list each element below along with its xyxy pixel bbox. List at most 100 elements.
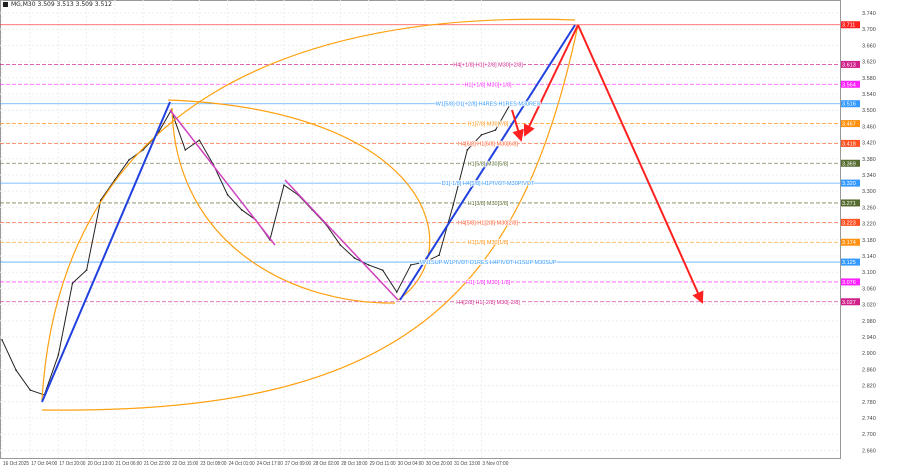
level-label: H1[5/8] M30[5/8] bbox=[468, 161, 509, 167]
level-price-tag bbox=[841, 238, 860, 246]
price-point bbox=[438, 254, 440, 256]
y-tick-label: 3.740 bbox=[862, 11, 876, 17]
y-tick-label: 3.380 bbox=[862, 157, 876, 163]
level-price-text: 3.369 bbox=[842, 161, 856, 167]
trend-line-down bbox=[284, 179, 399, 301]
y-tick-label: 2.700 bbox=[862, 432, 876, 438]
level-price-text: 3.076 bbox=[842, 280, 856, 286]
y-tick-label: 2.900 bbox=[862, 351, 876, 357]
x-tick-label: 23 Oct 08:00 bbox=[200, 461, 226, 467]
price-point bbox=[128, 159, 130, 161]
y-tick-label: 3.140 bbox=[862, 254, 876, 260]
level-price-tag bbox=[841, 298, 860, 306]
price-point bbox=[29, 389, 32, 391]
price-point bbox=[15, 369, 17, 372]
y-tick-label: 2.780 bbox=[862, 400, 876, 406]
x-tick-label: 20 Oct 13:00 bbox=[88, 461, 114, 467]
price-point bbox=[71, 282, 74, 284]
y-tick-label: 3.060 bbox=[862, 286, 876, 292]
price-point bbox=[184, 149, 187, 151]
y-tick-label: 3.540 bbox=[862, 92, 876, 98]
y-tick-label: 2.660 bbox=[862, 448, 876, 454]
level-price-text: 3.174 bbox=[842, 240, 856, 246]
x-tick-label: 24 Oct 17:00 bbox=[257, 461, 283, 467]
level-price-text: 3.711 bbox=[842, 23, 855, 29]
level-label: H4[6/8] H1[6/8] M30[6/8] bbox=[458, 141, 518, 147]
level-label: H4[2/8] H1[-2/8] M30[-2/8] bbox=[456, 300, 520, 306]
level-price-tag bbox=[841, 60, 860, 68]
x-tick-label: 16 Oct 2025 bbox=[3, 461, 29, 467]
x-tick-label: 30 Oct 04:00 bbox=[398, 461, 424, 467]
y-tick-label: 3.620 bbox=[862, 60, 876, 66]
price-point bbox=[452, 204, 455, 206]
y-tick-label: 3.660 bbox=[862, 43, 876, 49]
level-label: MN1SUP W1PIVOT D1RES H4PIVOT H1SUP M30SU… bbox=[419, 260, 556, 266]
price-point bbox=[396, 291, 398, 293]
ohlc-readout: 3.509 3.513 3.509 3.512 bbox=[37, 1, 112, 8]
y-tick-label: 3.500 bbox=[862, 108, 876, 114]
price-point bbox=[508, 104, 511, 107]
level-price-text: 3.271 bbox=[842, 201, 856, 207]
y-tick-label: 3.100 bbox=[862, 270, 876, 276]
level-price-text: 3.564 bbox=[842, 82, 856, 88]
level-price-text: 3.027 bbox=[842, 300, 856, 306]
plot-area bbox=[0, 0, 841, 459]
level-label: H1[+1/8] M30[+1/8] bbox=[464, 82, 512, 88]
forecast-arrow bbox=[577, 24, 704, 304]
price-point bbox=[1, 339, 3, 341]
price-point bbox=[353, 257, 356, 259]
grid-layer bbox=[0, 0, 841, 459]
y-tick-label: 3.020 bbox=[862, 303, 876, 309]
x-tick-label: 24 Oct 01:00 bbox=[229, 461, 255, 467]
y-tick-label: 2.940 bbox=[862, 335, 876, 341]
level-label: D1[-1/8] H4[5/8] H1PIVOT M30PIVOT bbox=[442, 181, 535, 187]
x-tick-label: 30 Oct 20:00 bbox=[426, 461, 452, 467]
price-point bbox=[494, 129, 497, 131]
chart-title: MG,M30 3.509 3.513 3.509 3.512 bbox=[3, 1, 112, 8]
level-label: H1[1/8] M30[1/8] bbox=[468, 240, 509, 246]
y-tick-label: 3.180 bbox=[862, 238, 876, 244]
y-tick-label: 3.260 bbox=[862, 205, 876, 211]
price-point bbox=[226, 194, 229, 196]
price-point bbox=[367, 264, 370, 266]
forecast-arrow bbox=[523, 24, 579, 137]
level-price-text: 3.467 bbox=[842, 122, 856, 128]
y-tick-label: 3.460 bbox=[862, 124, 876, 130]
level-label: W1[5/8] D1[+2/8] H4RES H1RES M30RES bbox=[436, 102, 541, 108]
y-tick-label: 2.740 bbox=[862, 416, 876, 422]
y-tick-label: 3.220 bbox=[862, 222, 876, 228]
x-tick-label: 17 Oct 20:00 bbox=[59, 461, 85, 467]
trend-line-up bbox=[41, 101, 171, 403]
y-tick-label: 2.980 bbox=[862, 319, 876, 325]
arc-mid-left bbox=[171, 107, 396, 304]
forecast-arrow bbox=[511, 109, 524, 142]
x-tick-label: 22 Oct 15:00 bbox=[172, 461, 198, 467]
level-price-text: 3.516 bbox=[842, 102, 856, 108]
level-price-tag bbox=[841, 258, 860, 266]
level-price-tag bbox=[841, 278, 860, 286]
level-price-tag bbox=[841, 218, 860, 226]
level-price-text: 3.418 bbox=[842, 141, 856, 147]
arc-upper bbox=[41, 18, 576, 401]
level-price-tag bbox=[841, 100, 860, 108]
symbol-menu-icon[interactable] bbox=[3, 2, 8, 7]
trend-line-up bbox=[399, 24, 576, 301]
x-tick-label: 27 Oct 09:00 bbox=[285, 461, 311, 467]
level-price-tag bbox=[841, 179, 860, 187]
level-label: H1[-1/8] M30[-1/8] bbox=[466, 280, 511, 286]
x-tick-label: 21 Oct 22:00 bbox=[144, 461, 170, 467]
labels-layer: 3.740 3.700 3.660 3.620 3.580 3.540 3.500 3.460… bbox=[3, 11, 876, 467]
level-price-text: 3.320 bbox=[842, 181, 856, 187]
y-tick-label: 3.340 bbox=[862, 173, 876, 179]
drawings-layer bbox=[41, 18, 704, 411]
level-price-text: 3.223 bbox=[842, 220, 856, 226]
price-point bbox=[198, 139, 201, 141]
price-point bbox=[381, 269, 384, 271]
x-tick-label: 31 Oct 13:00 bbox=[454, 461, 480, 467]
y-tick-label: 2.820 bbox=[862, 384, 876, 390]
level-price-text: 3.613 bbox=[842, 62, 856, 68]
trend-line-down bbox=[169, 109, 276, 246]
level-price-tag bbox=[841, 139, 860, 147]
